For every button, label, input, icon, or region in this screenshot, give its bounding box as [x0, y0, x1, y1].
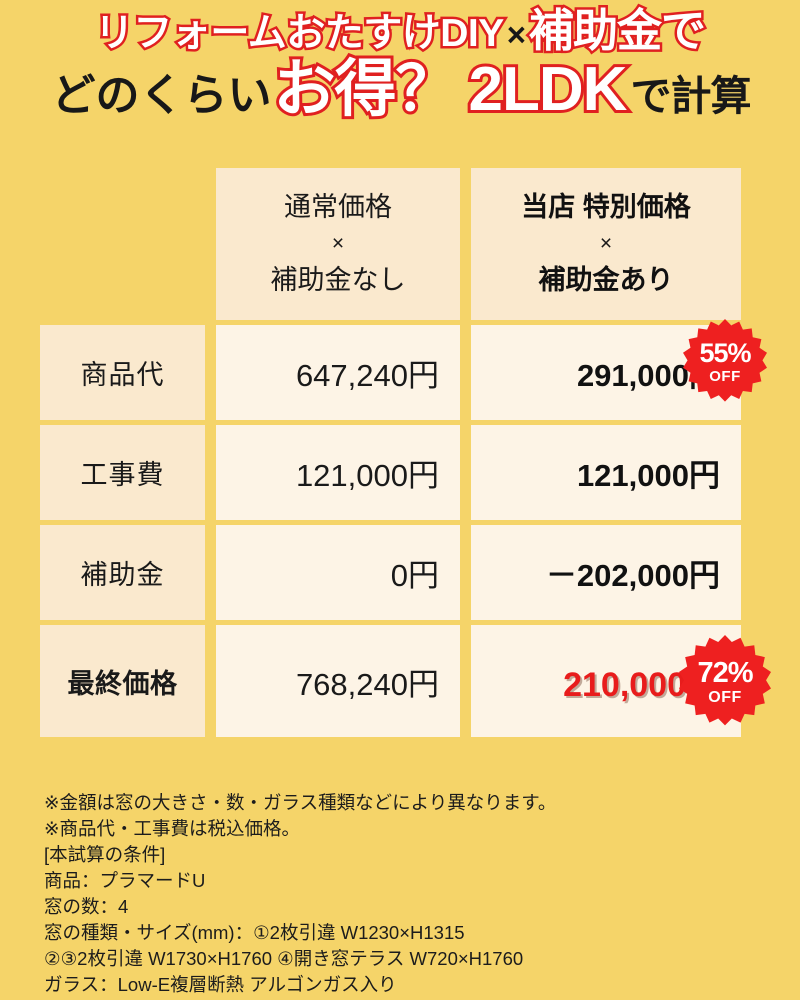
headline-times-icon: ×	[506, 16, 527, 53]
discount-off-label: OFF	[709, 368, 741, 385]
footnote-line: [本試算の条件]	[44, 844, 166, 865]
row-label: 工事費	[80, 460, 165, 490]
row-normal-price: 121,000円	[295, 458, 439, 493]
footnote-line: ※金額は窓の大きさ・数・ガラス種類などにより異なります。	[44, 792, 557, 813]
row-normal-price: 0円	[390, 558, 439, 593]
row-normal-price-cell: 647,240円	[216, 325, 460, 420]
price-comparison-table: 通常価格 × 補助金なし 当店 特別価格 × 補助金あり 商品代 647,240…	[40, 168, 771, 737]
row-special-price-cell: 210,000円 72% OFF	[471, 625, 771, 737]
headline-subsidy-text: 補助金で	[527, 5, 709, 56]
row-label-cell: 商品代	[40, 325, 205, 420]
discount-percent: 55%	[699, 338, 751, 368]
footnote-line: 窓の数：4	[44, 896, 129, 917]
headline-calc-text: で計算	[630, 73, 751, 119]
discount-percent: 72%	[697, 656, 753, 689]
table-row: 補助金 0円 －202,000円	[40, 525, 741, 620]
headline-otoku-text: お得？	[271, 55, 461, 124]
header-normal-times-icon: ×	[331, 231, 345, 255]
row-label: 商品代	[80, 360, 165, 390]
row-label-cell: 補助金	[40, 525, 205, 620]
header-normal-line1: 通常価格	[284, 191, 392, 222]
headline-brand-text: リフォームおたすけDIY	[92, 12, 506, 56]
discount-badge-72: 72% OFF	[679, 635, 771, 726]
row-special-price: 121,000円	[576, 458, 720, 493]
headline-banner: リフォームおたすけDIY × 補助金で どのくらい お得？ 2LDK で計算	[0, 0, 800, 152]
table-row: 商品代 647,240円 291,000円 55% OFF	[40, 319, 767, 420]
header-normal-price: 通常価格 × 補助金なし	[216, 168, 460, 320]
headline-line-2: どのくらい お得？ 2LDK で計算	[50, 55, 752, 124]
row-normal-price: 768,240円	[295, 666, 439, 702]
headline-2ldk-text: 2LDK	[466, 55, 631, 124]
row-special-price-cell: 291,000円 55% OFF	[471, 319, 767, 420]
footnote-line: ②③2枚引違 W1730×H1760 ④開き窓テラス W720×H1760	[44, 948, 524, 969]
footnote-line: ※商品代・工事費は税込価格。	[44, 818, 301, 839]
header-special-line2: 補助金あり	[538, 265, 674, 296]
row-normal-price-cell: 768,240円	[216, 625, 460, 737]
row-label-cell: 最終価格	[40, 625, 205, 737]
footnote-line: 窓の種類・サイズ(mm)：①2枚引違 W1230×H1315	[44, 922, 465, 943]
header-special-price: 当店 特別価格 × 補助金あり	[471, 168, 741, 320]
row-label: 補助金	[80, 560, 165, 590]
headline-howmuch-text: どのくらい	[51, 71, 272, 120]
row-normal-price: 647,240円	[295, 358, 439, 393]
row-label: 最終価格	[67, 668, 178, 699]
table-header-row: 通常価格 × 補助金なし 当店 特別価格 × 補助金あり	[40, 168, 741, 320]
header-corner-spacer	[40, 168, 205, 320]
footnote-line: ガラス：Low-E複層断熱 アルゴンガス入り	[44, 974, 397, 995]
footnote-line: 商品：プラマードU	[44, 870, 206, 891]
table-row-total: 最終価格 768,240円 210,000円 72% OFF	[40, 625, 771, 737]
row-special-price-cell: －202,000円	[471, 525, 741, 620]
row-special-price-cell: 121,000円	[471, 425, 741, 520]
row-label-cell: 工事費	[40, 425, 205, 520]
footnotes: ※金額は窓の大きさ・数・ガラス種類などにより異なります。 ※商品代・工事費は税込…	[44, 790, 784, 998]
headline-line-1: リフォームおたすけDIY × 補助金で	[92, 5, 709, 56]
row-normal-price-cell: 0円	[216, 525, 460, 620]
header-special-line1: 当店 特別価格	[521, 191, 691, 222]
row-special-price: －202,000円	[545, 558, 720, 593]
table-row: 工事費 121,000円 121,000円	[40, 425, 741, 520]
row-normal-price-cell: 121,000円	[216, 425, 460, 520]
header-special-times-icon: ×	[599, 231, 613, 255]
discount-off-label: OFF	[708, 688, 742, 706]
header-normal-line2: 補助金なし	[270, 265, 406, 296]
